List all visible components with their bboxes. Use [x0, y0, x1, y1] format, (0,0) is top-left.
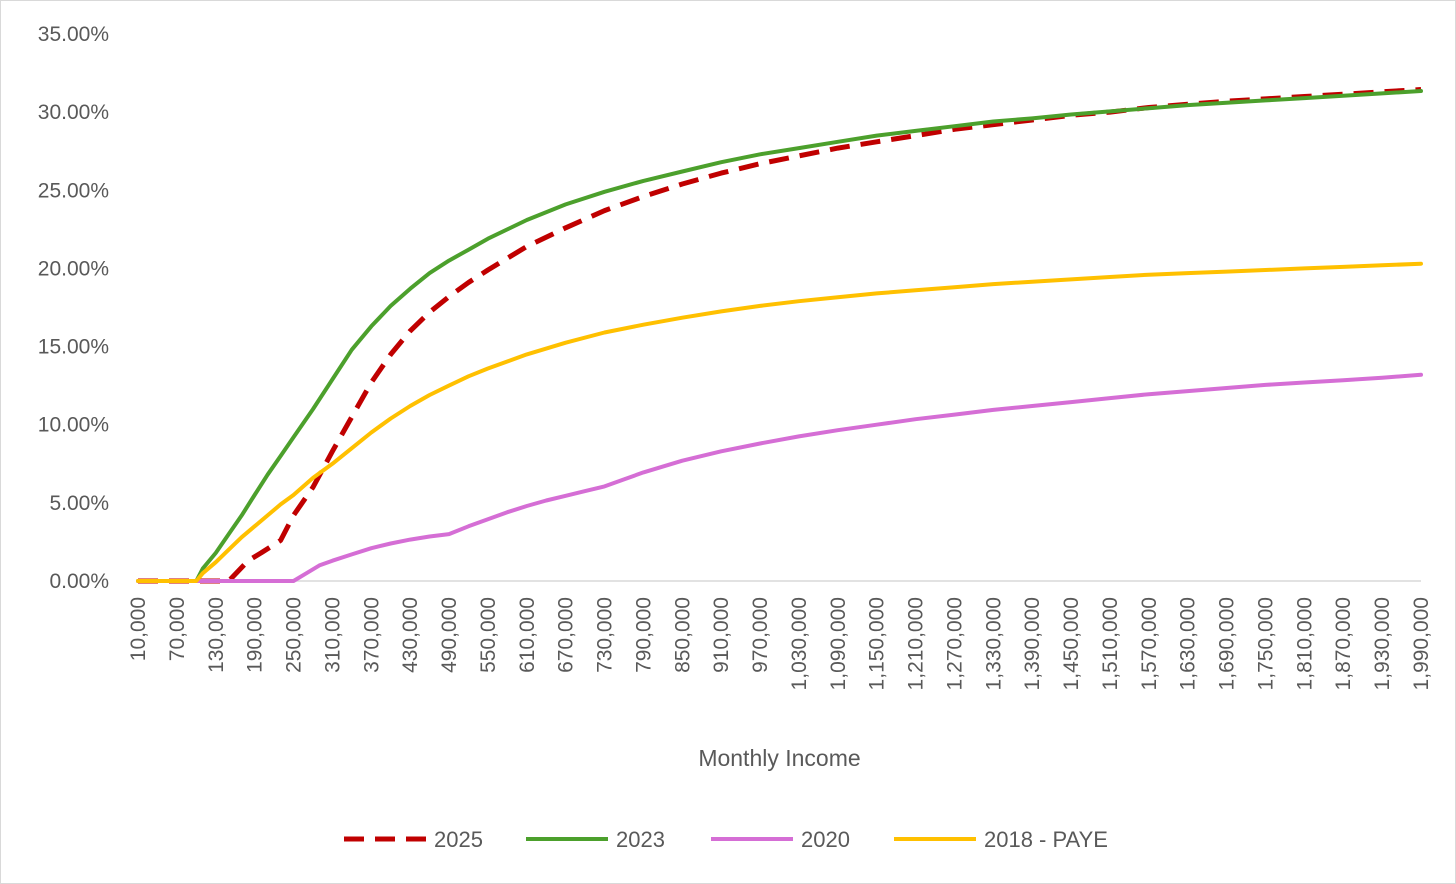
x-tick-label: 610,000 — [516, 597, 539, 673]
series-line-2018-paye — [136, 261, 1423, 583]
x-tick-label: 1,270,000 — [943, 597, 966, 690]
legend-label: 2020 — [801, 827, 850, 852]
y-tick-label: 20.00% — [38, 257, 109, 280]
x-tick-label: 1,030,000 — [788, 597, 811, 690]
y-tick-label: 5.00% — [49, 492, 109, 515]
x-tick-label: 970,000 — [749, 597, 772, 673]
series-line-2023 — [136, 89, 1423, 583]
x-tick-label: 490,000 — [438, 597, 461, 673]
x-tick-label: 910,000 — [710, 597, 733, 673]
x-tick-label: 1,750,000 — [1254, 597, 1277, 690]
x-tick-label: 1,930,000 — [1371, 597, 1394, 690]
x-tick-label: 310,000 — [321, 597, 344, 673]
x-tick-label: 670,000 — [555, 597, 578, 673]
legend: 2025 2023 2020 2018 - PAYE — [344, 827, 1108, 852]
x-tick-label: 10,000 — [127, 597, 150, 661]
series-line-2020 — [136, 372, 1423, 583]
y-axis-ticks: 0.00% 5.00% 10.00% 15.00% 20.00% 25.00% 30.00%… — [38, 23, 109, 593]
x-tick-label: 1,450,000 — [1060, 597, 1083, 690]
x-tick-label: 370,000 — [360, 597, 383, 673]
y-tick-label: 30.00% — [38, 101, 109, 124]
x-tick-label: 1,870,000 — [1332, 597, 1355, 690]
x-tick-label: 730,000 — [594, 597, 617, 673]
y-tick-label: 35.00% — [38, 23, 109, 46]
x-tick-label: 430,000 — [399, 597, 422, 673]
y-tick-label: 0.00% — [49, 570, 109, 593]
x-tick-label: 250,000 — [283, 597, 306, 673]
x-tick-label: 130,000 — [205, 597, 228, 673]
x-tick-label: 1,810,000 — [1293, 597, 1316, 690]
legend-label: 2018 - PAYE — [984, 827, 1108, 852]
x-tick-label: 1,990,000 — [1410, 597, 1433, 690]
x-tick-label: 1,390,000 — [1021, 597, 1044, 690]
x-tick-label: 790,000 — [632, 597, 655, 673]
y-tick-label: 10.00% — [38, 414, 109, 437]
x-tick-label: 1,210,000 — [905, 597, 928, 690]
series-line-2025 — [138, 87, 1422, 584]
x-tick-label: 1,510,000 — [1099, 597, 1122, 690]
x-tick-label: 70,000 — [166, 597, 189, 661]
x-tick-label: 1,150,000 — [866, 597, 889, 690]
series-lines — [136, 87, 1423, 584]
x-tick-label: 850,000 — [671, 597, 694, 673]
y-tick-label: 15.00% — [38, 336, 109, 359]
x-tick-label: 550,000 — [477, 597, 500, 673]
x-tick-label: 1,330,000 — [982, 597, 1005, 690]
x-tick-label: 1,690,000 — [1216, 597, 1239, 690]
x-tick-label: 1,630,000 — [1177, 597, 1200, 690]
legend-label: 2023 — [616, 827, 665, 852]
y-tick-label: 25.00% — [38, 179, 109, 202]
x-tick-label: 1,570,000 — [1138, 597, 1161, 690]
legend-label: 2025 — [434, 827, 483, 852]
x-tick-label: 190,000 — [244, 597, 267, 673]
x-axis-title: Monthly Income — [698, 745, 860, 771]
x-axis-ticks: 10,000 70,000 130,000 190,000 250,000 310,000… — [127, 597, 1433, 690]
x-tick-label: 1,090,000 — [827, 597, 850, 690]
